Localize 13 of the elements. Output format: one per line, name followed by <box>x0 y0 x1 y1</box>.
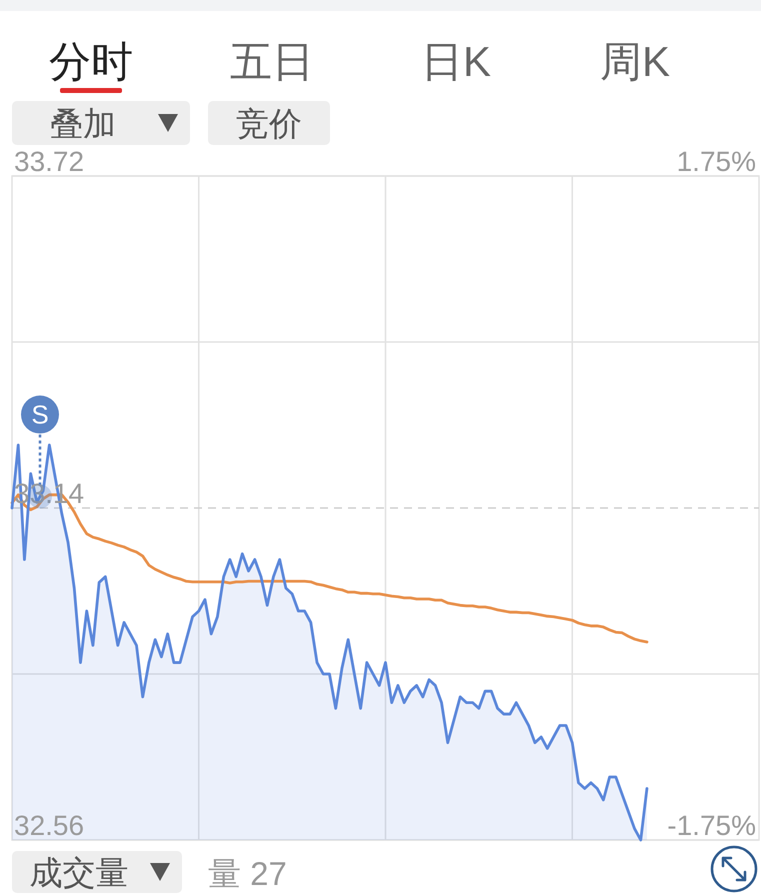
y-tick-label: 32.56 <box>14 810 84 841</box>
y2-tick-label: 1.75% <box>676 146 756 177</box>
text: 日K <box>420 38 492 85</box>
text: 竞价 <box>236 105 302 142</box>
text: 叠加 <box>50 105 116 142</box>
text: 五日 <box>230 38 314 85</box>
text: 周K <box>600 38 670 85</box>
annotation: S <box>31 400 49 430</box>
text: 分时 <box>49 38 133 85</box>
text: 成交量 <box>30 854 128 891</box>
text: 量 27 <box>208 855 287 892</box>
y2-tick-label: -1.75% <box>667 810 756 841</box>
y-tick-label: 33.72 <box>14 146 84 177</box>
